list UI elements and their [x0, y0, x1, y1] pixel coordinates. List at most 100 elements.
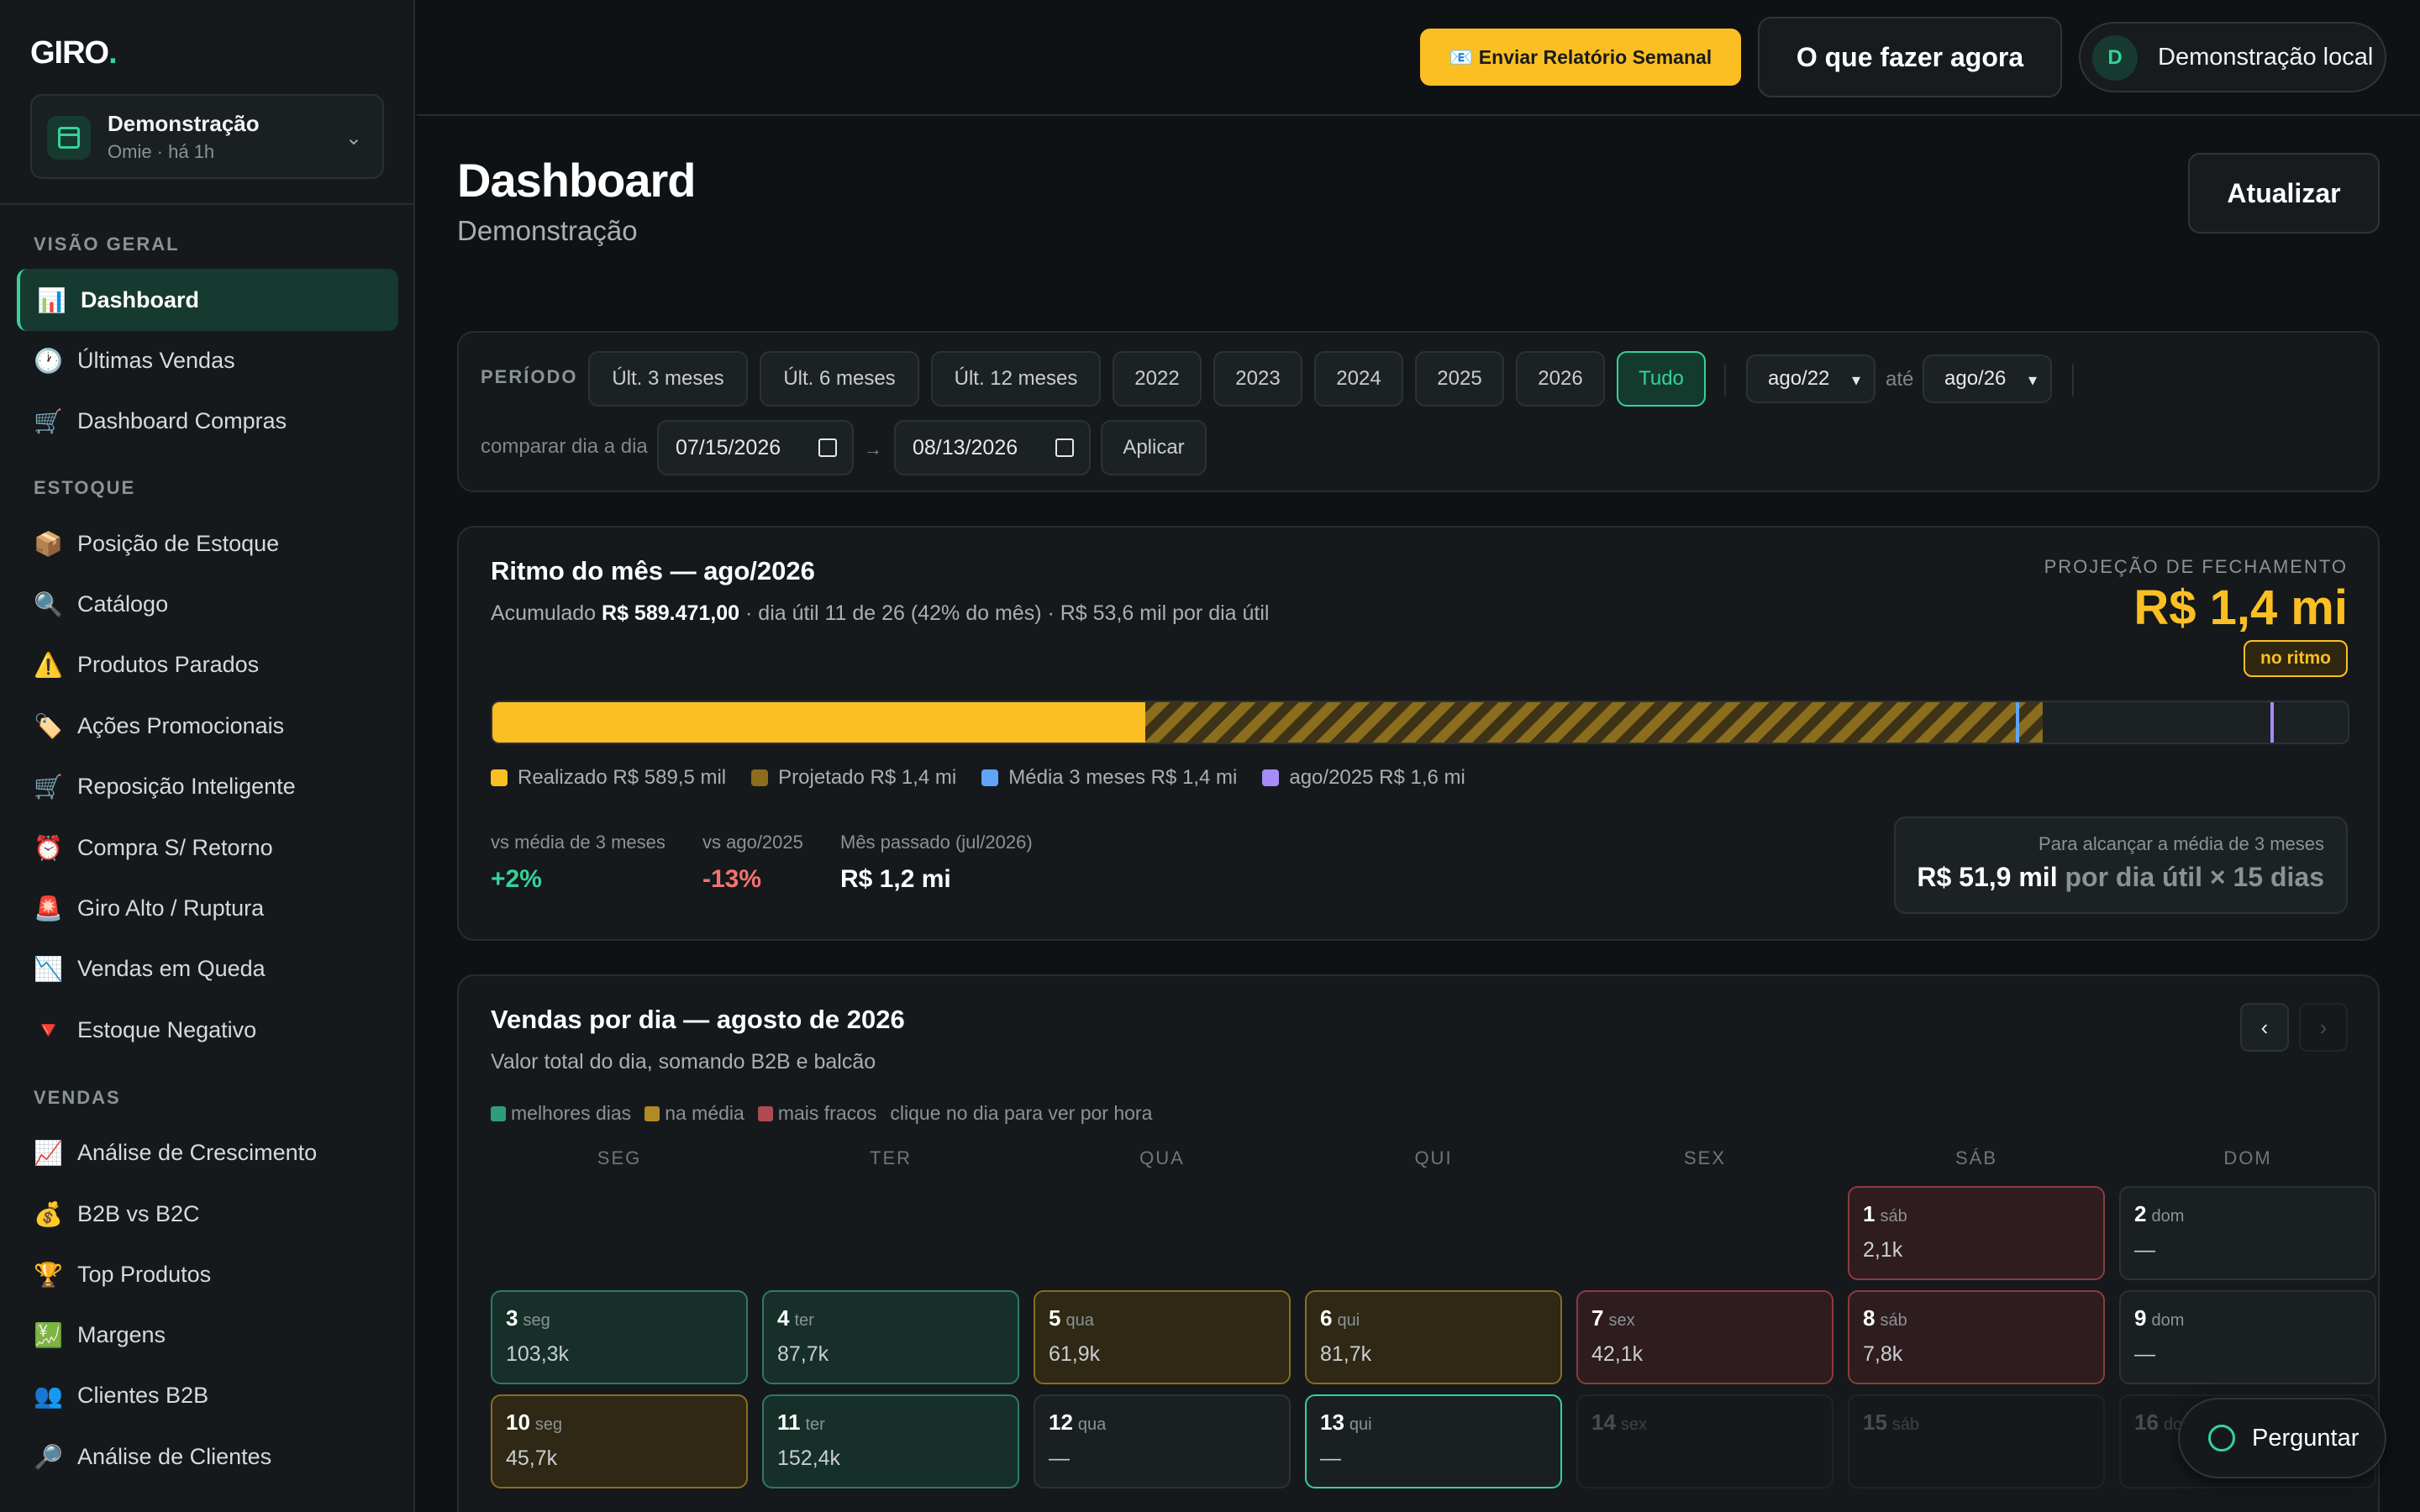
send-weekly-report-button[interactable]: 📧 Enviar Relatório Semanal	[1420, 29, 1741, 86]
legend-label: ago/2025 R$ 1,6 mi	[1289, 766, 1465, 789]
day-weekday: qua	[1077, 1415, 1107, 1434]
money-bag-icon: 💰	[34, 1200, 63, 1227]
day-weekday: sex	[1608, 1311, 1635, 1330]
day-sales-value: 7,8k	[1863, 1342, 1903, 1366]
chip-last-6-months[interactable]: Últ. 6 meses	[760, 351, 919, 407]
calendar-day-12[interactable]: 12 qua —	[1034, 1394, 1291, 1488]
day-number: 6 qui	[1320, 1305, 1360, 1331]
apply-button[interactable]: Aplicar	[1101, 420, 1207, 475]
filter-divider	[1724, 365, 1726, 396]
calendar-day-1[interactable]: 1 sáb 2,1k	[1848, 1186, 2105, 1280]
legend-swatch	[491, 769, 508, 786]
warning-icon: ⚠️	[34, 651, 63, 678]
red-triangle-down-icon: 🔻	[34, 1016, 63, 1043]
legend-swatch	[1262, 769, 1280, 786]
sidebar-item-reposicao-inteligente[interactable]: 🛒 Reposição Inteligente	[17, 755, 398, 817]
compare-date-from-input[interactable]: 07/15/2026	[657, 420, 854, 475]
chip-last-12-months[interactable]: Últ. 12 meses	[931, 351, 1101, 407]
calendar-day-3[interactable]: 3 seg 103,3k	[491, 1290, 748, 1384]
trophy-icon: 🏆	[34, 1261, 63, 1288]
chip-2025[interactable]: 2025	[1415, 351, 1504, 407]
day-number-value: 3	[506, 1305, 518, 1331]
day-sales-value: 81,7k	[1320, 1342, 1372, 1366]
calendar-day-2[interactable]: 2 dom —	[2119, 1186, 2376, 1280]
refresh-button[interactable]: Atualizar	[2188, 153, 2380, 234]
section-vendas: VENDAS	[34, 1087, 121, 1108]
chip-2026[interactable]: 2026	[1516, 351, 1605, 407]
what-to-do-now-button[interactable]: O que fazer agora	[1758, 17, 2062, 97]
sidebar-item-label: Ações Promocionais	[77, 712, 285, 738]
sidebar-item-analise-crescimento[interactable]: 📈 Análise de Crescimento	[17, 1121, 398, 1184]
user-menu[interactable]: D Demonstração local	[2079, 22, 2386, 92]
chip-all[interactable]: Tudo	[1617, 351, 1706, 407]
sidebar-item-label: Dashboard Compras	[77, 407, 287, 433]
calendar-day-7[interactable]: 7 sex 42,1k	[1576, 1290, 1833, 1384]
calendar-day-8[interactable]: 8 sáb 7,8k	[1848, 1290, 2105, 1384]
projection-value: R$ 1,4 mi	[2133, 580, 2348, 635]
stat-last-month: Mês passado (jul/2026) R$ 1,2 mi	[840, 832, 1033, 894]
weekday-sex: SEX	[1683, 1147, 1727, 1168]
chip-last-3-months[interactable]: Últ. 3 meses	[588, 351, 748, 407]
chip-2023[interactable]: 2023	[1213, 351, 1302, 407]
sidebar-item-compra-sem-retorno[interactable]: ⏰ Compra S/ Retorno	[17, 816, 398, 879]
sidebar-item-produtos-parados[interactable]: ⚠️ Produtos Parados	[17, 633, 398, 696]
account-switcher[interactable]: Demonstração Omie · há 1h ⌄	[30, 94, 384, 179]
section-visao-geral: VISÃO GERAL	[34, 234, 180, 255]
day-weekday: sáb	[1891, 1415, 1920, 1434]
sidebar-item-label: Produtos Parados	[77, 651, 260, 677]
previous-month-button[interactable]: ‹	[2240, 1003, 2289, 1052]
period-to-label: até	[1886, 368, 1914, 391]
sidebar-item-posicao-estoque[interactable]: 📦 Posição de Estoque	[17, 512, 398, 575]
legend-realizado: Realizado R$ 589,5 mil	[491, 766, 726, 790]
user-name: Demonstração local	[2158, 44, 2374, 71]
calendar-day-10[interactable]: 10 seg 45,7k	[491, 1394, 748, 1488]
sidebar-item-top-produtos[interactable]: 🏆 Top Produtos	[17, 1243, 398, 1305]
chip-2022[interactable]: 2022	[1113, 351, 1202, 407]
period-to-select[interactable]: ago/26 ▾	[1923, 354, 2052, 403]
day-sales-value: 42,1k	[1591, 1342, 1644, 1366]
calendar-day-11[interactable]: 11 ter 152,4k	[762, 1394, 1019, 1488]
sidebar-item-margens[interactable]: 💹 Margens	[17, 1304, 398, 1366]
sidebar-item-clientes-b2b[interactable]: 👥 Clientes B2B	[17, 1364, 398, 1426]
package-icon: 📦	[34, 530, 63, 557]
day-sales-value: 2,1k	[1863, 1238, 1903, 1262]
period-from-select[interactable]: ago/22 ▾	[1746, 354, 1876, 403]
day-weekday: sáb	[1880, 1311, 1907, 1330]
sidebar-item-analise-clientes[interactable]: 🔎 Análise de Clientes	[17, 1425, 398, 1488]
compare-date-to-input[interactable]: 08/13/2026	[894, 420, 1091, 475]
sidebar-item-ultimas-vendas[interactable]: 🕐 Últimas Vendas	[17, 329, 398, 391]
cart-icon: 🛒	[34, 773, 63, 800]
brand-logo[interactable]: GIRO.	[30, 35, 118, 71]
weekday-qui: QUI	[1414, 1147, 1453, 1168]
stat-label: Mês passado (jul/2026)	[840, 832, 1033, 853]
day-number-value: 9	[2134, 1305, 2147, 1331]
sidebar-item-dashboard[interactable]: 📊 Dashboard	[17, 269, 398, 331]
ask-assistant-button[interactable]: Perguntar	[2178, 1398, 2386, 1478]
day-sales-value: 61,9k	[1049, 1342, 1101, 1366]
calendar-day-6[interactable]: 6 qui 81,7k	[1305, 1290, 1562, 1384]
sidebar-item-giro-alto-ruptura[interactable]: 🚨 Giro Alto / Ruptura	[17, 877, 398, 939]
month-pace-card: Ritmo do mês — ago/2026 Acumulado R$ 589…	[457, 526, 2380, 941]
calendar-day-4[interactable]: 4 ter 87,7k	[762, 1290, 1019, 1384]
next-month-button[interactable]: ›	[2299, 1003, 2348, 1052]
day-number: 3 seg	[506, 1305, 550, 1331]
chevron-down-icon: ▾	[2028, 371, 2037, 390]
sidebar-item-catalogo[interactable]: 🔍 Catálogo	[17, 573, 398, 635]
calendar-day-9[interactable]: 9 dom —	[2119, 1290, 2376, 1384]
sidebar-item-vendas-em-queda[interactable]: 📉 Vendas em Queda	[17, 937, 398, 1000]
weekday-dom: DOM	[2223, 1147, 2272, 1168]
sidebar-item-dashboard-compras[interactable]: 🛒 Dashboard Compras	[17, 390, 398, 452]
needed-value: R$ 51,9 mil por dia útil × 15 dias	[1917, 862, 2324, 893]
sidebar-item-acoes-promocionais[interactable]: 🏷️ Ações Promocionais	[17, 695, 398, 757]
legend-weak-days: mais fracos	[757, 1102, 876, 1125]
calendar-day-13[interactable]: 13 qui —	[1305, 1394, 1562, 1488]
day-number-value: 1	[1863, 1201, 1876, 1226]
chip-2024[interactable]: 2024	[1314, 351, 1403, 407]
sidebar-item-b2b-vs-b2c[interactable]: 💰 B2B vs B2C	[17, 1183, 398, 1245]
sidebar-item-label: Análise de Crescimento	[77, 1139, 318, 1165]
chevron-down-icon: ⌄	[345, 127, 362, 150]
legend-best-days: melhores dias	[491, 1102, 631, 1125]
calendar-day-5[interactable]: 5 qua 61,9k	[1034, 1290, 1291, 1384]
day-number-value: 14	[1591, 1410, 1616, 1435]
sidebar-item-estoque-negativo[interactable]: 🔻 Estoque Negativo	[17, 999, 398, 1061]
